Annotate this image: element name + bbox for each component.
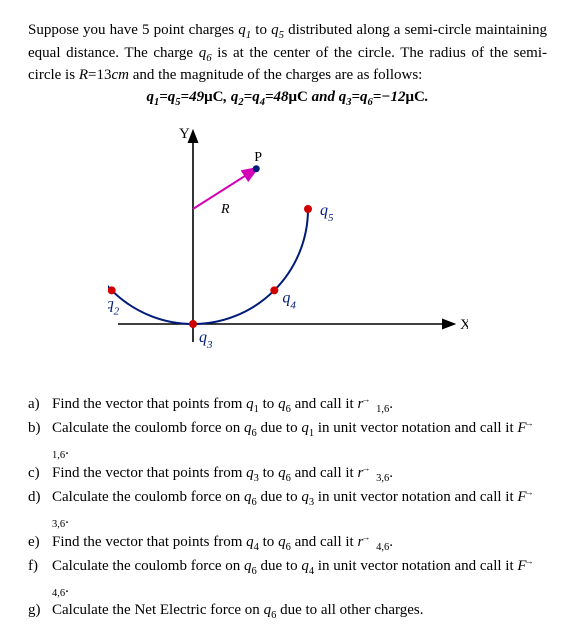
question-list: a) Find the vector that points from q1 t… [28, 394, 547, 622]
sym-q: q [238, 22, 246, 38]
text: Suppose you have 5 point charges [28, 22, 238, 38]
q-text: Find the vector that points from q4 to q… [52, 532, 547, 555]
svg-text:q2: q2 [108, 296, 120, 318]
svg-text:X: X [460, 317, 468, 333]
radius-sym: R [79, 67, 88, 83]
question-e: e) Find the vector that points from q4 t… [28, 532, 547, 555]
text: and the magnitude of the charges are as … [129, 67, 422, 83]
question-g: g) Calculate the Net Electric force on q… [28, 601, 547, 623]
given-equation: q1=q5=49μC, q2=q4=48μC and q3=q6=−12μC. [28, 89, 547, 108]
diagram: XYPRq1q2q3q4q5 [28, 124, 547, 354]
question-d: d) Calculate the coulomb force on q6 due… [28, 487, 547, 531]
q-label: f) [28, 557, 52, 577]
q-text: Calculate the coulomb force on q6 due to… [52, 487, 547, 531]
svg-text:R: R [220, 202, 230, 217]
figure-svg: XYPRq1q2q3q4q5 [108, 124, 468, 354]
q-label: c) [28, 464, 52, 484]
q-label: b) [28, 419, 52, 439]
radius-unit: cm [111, 67, 129, 83]
q-text: Find the vector that points from q1 to q… [52, 394, 547, 417]
q-label: a) [28, 395, 52, 415]
svg-text:P: P [254, 150, 262, 165]
question-c: c) Find the vector that points from q3 t… [28, 463, 547, 486]
sym-q: q [271, 22, 279, 38]
q-label: g) [28, 601, 52, 621]
question-a: a) Find the vector that points from q1 t… [28, 394, 547, 417]
text: to [251, 22, 271, 38]
svg-text:Y: Y [179, 126, 190, 142]
svg-text:q4: q4 [282, 290, 296, 312]
q-label: e) [28, 533, 52, 553]
svg-text:q3: q3 [199, 329, 213, 351]
q-text: Calculate the coulomb force on q6 due to… [52, 418, 547, 462]
q-text: Calculate the Net Electric force on q6 d… [52, 601, 547, 623]
question-b: b) Calculate the coulomb force on q6 due… [28, 418, 547, 462]
q-text: Find the vector that points from q3 to q… [52, 463, 547, 486]
radius-val: =13 [88, 67, 111, 83]
q-label: d) [28, 488, 52, 508]
svg-text:q5: q5 [320, 202, 334, 224]
problem-statement: Suppose you have 5 point charges q1 to q… [28, 20, 547, 85]
